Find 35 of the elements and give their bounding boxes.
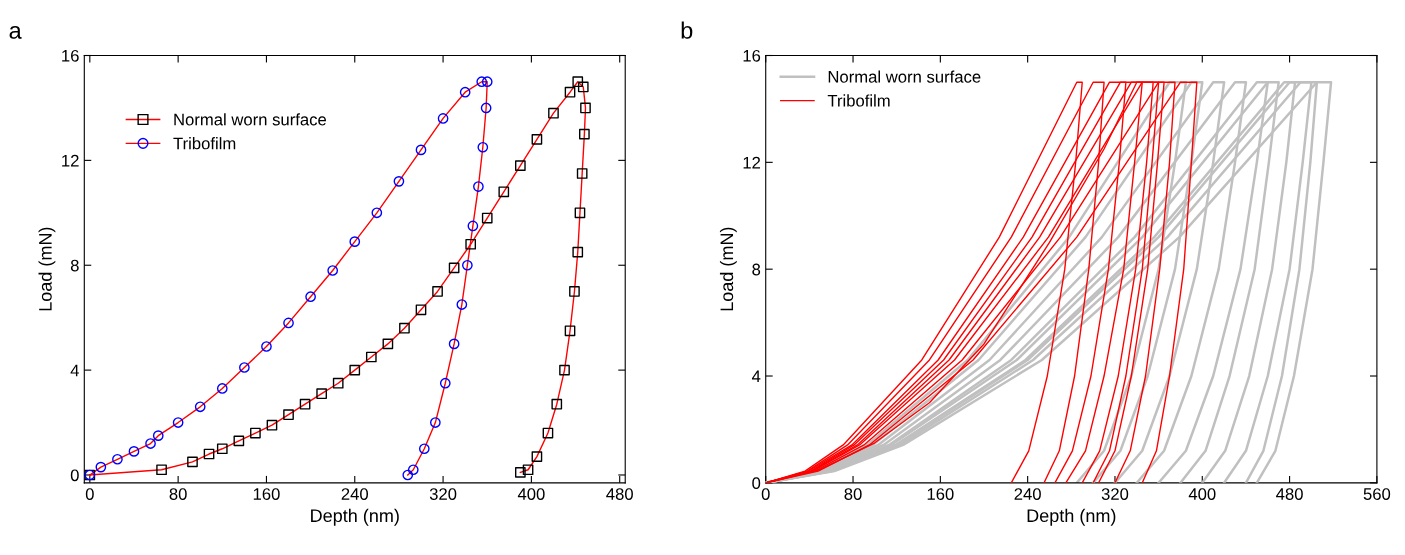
x-tick-label: 80 bbox=[844, 488, 862, 500]
x-axis-title: Depth (nm) bbox=[1027, 508, 1116, 526]
y-tick-label: 12 bbox=[62, 154, 79, 167]
y-tick-label: 16 bbox=[743, 49, 761, 62]
y-tick-label: 8 bbox=[70, 259, 79, 272]
x-tick-label: 80 bbox=[169, 488, 187, 500]
legend-label: Normal worn surface bbox=[174, 113, 327, 126]
x-tick-label: 480 bbox=[606, 488, 633, 500]
x-tick-label: 400 bbox=[517, 488, 545, 500]
chart-title: b bbox=[681, 21, 693, 39]
x-axis-title: Depth (nm) bbox=[311, 508, 399, 526]
chart-title: a bbox=[9, 25, 22, 39]
y-axis-title: Load (mN) bbox=[719, 227, 737, 311]
legend-label: Normal worn surface bbox=[828, 70, 981, 83]
x-tick-label: 0 bbox=[85, 488, 94, 500]
x-tick-label: 160 bbox=[927, 488, 954, 500]
x-tick-label: 400 bbox=[1188, 488, 1216, 500]
x-tick-label: 320 bbox=[1101, 488, 1129, 500]
y-tick-label: 8 bbox=[752, 263, 761, 276]
y-axis-title: Load (mN) bbox=[38, 227, 56, 311]
y-tick-label: 12 bbox=[743, 156, 761, 169]
y-tick-label: 0 bbox=[752, 477, 761, 490]
y-tick-label: 0 bbox=[70, 469, 79, 482]
x-tick-label: 240 bbox=[1014, 488, 1041, 500]
x-tick-label: 320 bbox=[429, 488, 457, 500]
y-tick-label: 4 bbox=[751, 370, 761, 383]
x-tick-label: 160 bbox=[253, 488, 280, 500]
y-tick-label: 16 bbox=[62, 49, 79, 62]
x-tick-label: 0 bbox=[761, 488, 770, 500]
x-tick-label: 240 bbox=[341, 488, 369, 500]
legend-label: Tribofilm bbox=[827, 94, 890, 107]
legend-label: Tribofilm bbox=[173, 137, 236, 150]
x-tick-label: 560 bbox=[1363, 488, 1391, 500]
x-tick-label: 480 bbox=[1276, 488, 1303, 500]
y-tick-label: 4 bbox=[70, 364, 79, 377]
